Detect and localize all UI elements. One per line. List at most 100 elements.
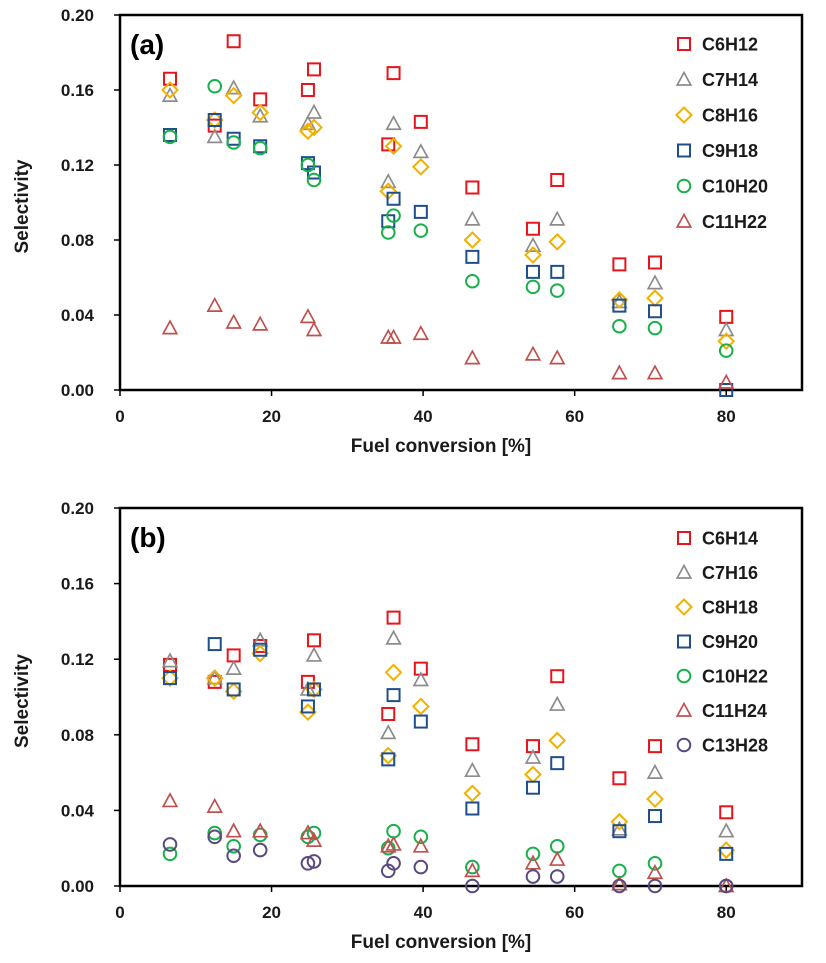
data-point — [465, 249, 480, 264]
data-point — [381, 137, 396, 152]
data-point — [306, 633, 321, 648]
legend: C6H14 C7H16 C8H18 C9H20 C10H22 C11H24 C13H28 — [675, 529, 768, 756]
data-point — [612, 863, 627, 879]
data-point — [718, 878, 734, 894]
data-point — [253, 642, 268, 657]
data-point — [612, 318, 627, 334]
data-point — [646, 790, 664, 808]
data-point — [646, 863, 664, 880]
x-tick-label: 80 — [717, 407, 736, 426]
legend-label: C13H28 — [702, 736, 768, 756]
legend-marker — [675, 70, 693, 86]
data-point — [549, 695, 566, 711]
y-tick-label: 0.12 — [61, 156, 94, 175]
panel-b: 0.00 0.04 0.08 0.12 0.16 0.20 0 20 40 60 80 Fuel co… — [12, 499, 804, 953]
data-point — [647, 739, 662, 754]
data-point — [412, 143, 430, 159]
data-point — [207, 113, 222, 127]
data-point — [646, 364, 664, 380]
data-point — [385, 835, 402, 851]
legend-label: C10H20 — [702, 177, 768, 197]
series-C9H20 — [163, 637, 734, 861]
y-tick-label: 0.16 — [61, 81, 94, 100]
data-point — [385, 114, 402, 131]
data-point — [610, 812, 629, 831]
data-point — [549, 210, 566, 226]
data-point — [299, 308, 317, 324]
data-point — [225, 79, 242, 95]
legend-label: C6H12 — [702, 35, 758, 55]
data-point — [386, 823, 401, 839]
data-point — [305, 118, 323, 137]
data-point — [306, 854, 322, 869]
data-point — [611, 820, 628, 836]
legend-marker — [676, 178, 692, 194]
data-point — [550, 756, 565, 771]
data-point — [524, 345, 542, 361]
data-point — [612, 298, 627, 313]
data-point — [646, 274, 664, 290]
data-point — [719, 309, 734, 324]
data-point — [299, 824, 317, 840]
x-tick-label: 40 — [414, 903, 433, 922]
data-point — [386, 191, 401, 206]
x-tick-label: 80 — [717, 903, 736, 922]
data-point — [611, 364, 628, 380]
y-tick-label: 0.16 — [61, 575, 94, 594]
data-point — [385, 629, 402, 645]
data-point — [205, 669, 224, 688]
data-point — [548, 232, 567, 251]
data-point — [612, 257, 627, 272]
x-tick-label: 20 — [262, 407, 281, 426]
data-point — [161, 81, 179, 99]
x-tick-label: 40 — [414, 407, 433, 426]
data-point — [252, 842, 268, 858]
legend-label: C11H24 — [702, 701, 767, 721]
data-point — [225, 313, 242, 329]
data-point — [412, 837, 430, 853]
x-tick-label: 20 — [262, 903, 281, 922]
series-C7H16 — [161, 629, 735, 838]
series-C6H12 — [163, 34, 734, 324]
data-point — [525, 264, 540, 279]
data-point — [719, 805, 734, 820]
data-point — [306, 682, 321, 697]
data-point — [647, 856, 663, 871]
data-point — [207, 637, 222, 652]
series-C10H22 — [162, 823, 734, 894]
legend-label: C8H16 — [702, 106, 758, 126]
data-point — [465, 273, 480, 289]
data-point — [386, 688, 401, 703]
data-point — [525, 279, 541, 295]
data-point — [381, 752, 396, 767]
data-point — [300, 83, 315, 97]
data-point — [207, 825, 223, 841]
data-point — [611, 875, 628, 891]
series-C11H22 — [161, 296, 735, 389]
legend-label: C7H16 — [702, 563, 758, 583]
data-point — [305, 103, 323, 119]
legend-label: C6H14 — [702, 529, 758, 549]
data-point — [549, 349, 566, 365]
data-point — [463, 784, 482, 803]
data-point — [380, 837, 397, 853]
y-tick-label: 0.04 — [61, 306, 95, 325]
data-point — [549, 850, 566, 866]
y-axis-label: Selectivity — [12, 654, 33, 748]
data-point — [718, 343, 734, 358]
data-point — [612, 824, 627, 839]
legend-label: C10H22 — [702, 667, 768, 687]
legend-marker — [676, 737, 692, 753]
legend-marker — [675, 106, 693, 124]
data-point — [549, 283, 565, 298]
data-point — [717, 822, 735, 838]
data-point — [463, 231, 482, 249]
data-point — [380, 840, 396, 856]
data-point — [719, 846, 734, 861]
legend-marker — [675, 212, 693, 228]
data-point — [305, 646, 323, 662]
data-point — [717, 332, 736, 351]
data-point — [226, 135, 241, 150]
data-point — [384, 663, 403, 682]
data-point — [380, 724, 397, 740]
